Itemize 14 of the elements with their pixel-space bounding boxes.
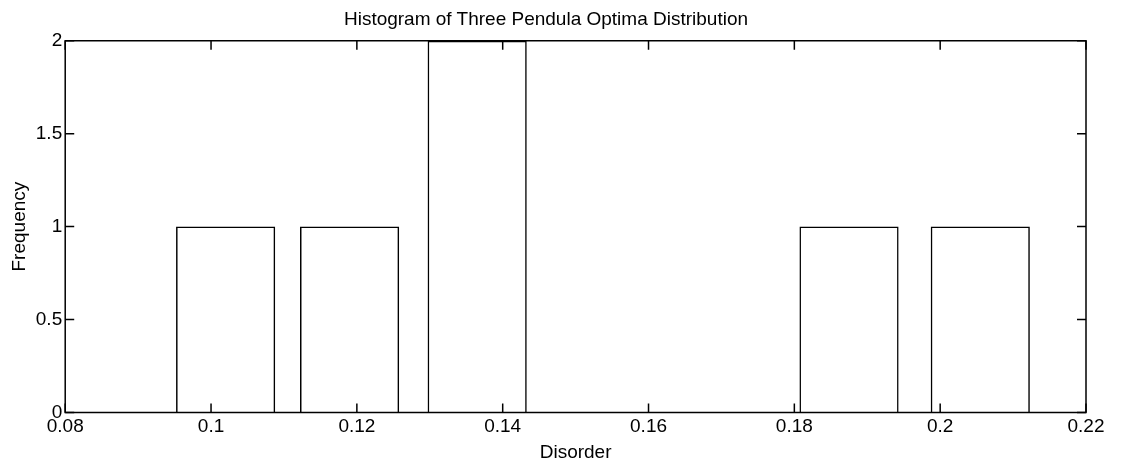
x-tick-label: 0.14: [484, 415, 522, 437]
x-tick-label: 0.2: [926, 415, 954, 437]
x-tick-label: 0.12: [338, 415, 376, 437]
x-tick-label: 0.1: [197, 415, 225, 437]
y-tick-label: 1: [51, 214, 63, 236]
y-tick-label: 2: [51, 29, 63, 51]
x-tick-label: 0.22: [1067, 415, 1105, 437]
y-tick-label: 0.5: [35, 307, 63, 329]
x-tick-label: 0.18: [775, 415, 813, 437]
x-tick-label: 0.16: [630, 415, 668, 437]
y-tick-label: 1.5: [35, 121, 63, 143]
x-axis-title: Disorder: [539, 440, 613, 462]
y-axis-title: Frequency: [7, 181, 29, 272]
chart-title: Histogram of Three Pendula Optima Distribution: [343, 7, 749, 29]
